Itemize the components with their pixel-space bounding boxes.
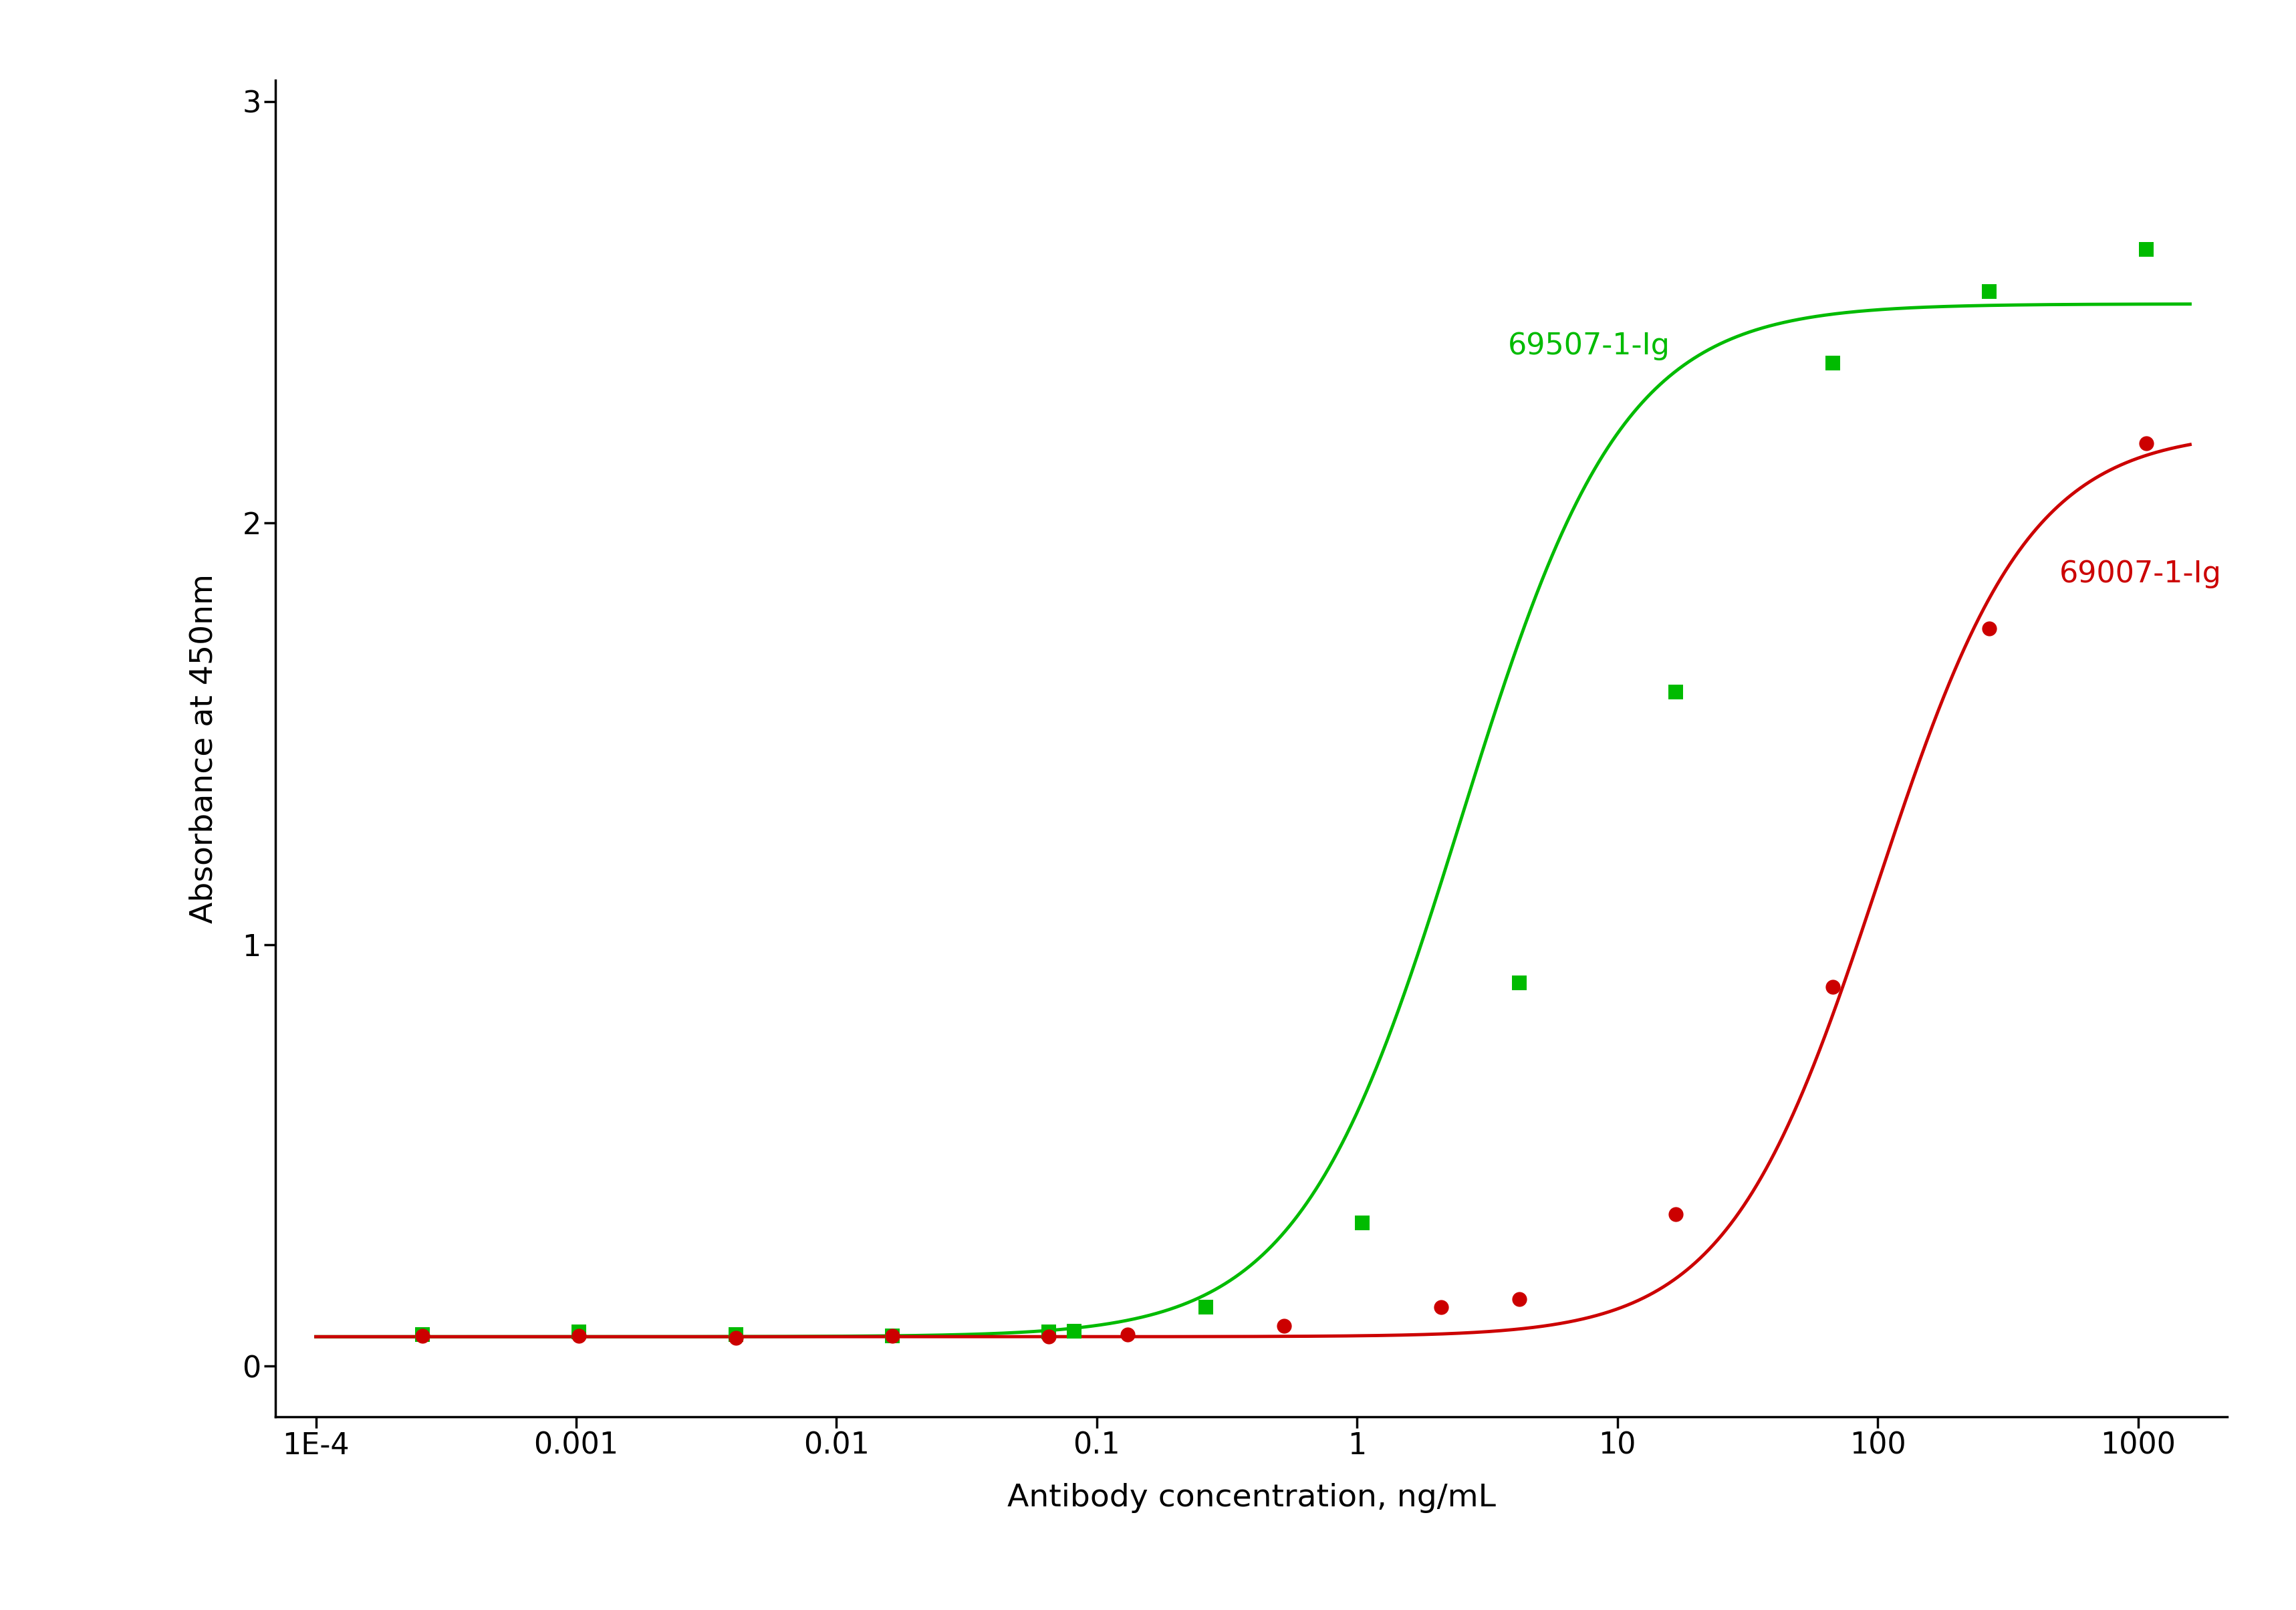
X-axis label: Antibody concentration, ng/mL: Antibody concentration, ng/mL xyxy=(1008,1483,1495,1513)
Text: 69507-1-Ig: 69507-1-Ig xyxy=(1508,332,1669,361)
Text: 69007-1-Ig: 69007-1-Ig xyxy=(2060,559,2223,588)
Y-axis label: Absorbance at 450nm: Absorbance at 450nm xyxy=(188,573,218,924)
